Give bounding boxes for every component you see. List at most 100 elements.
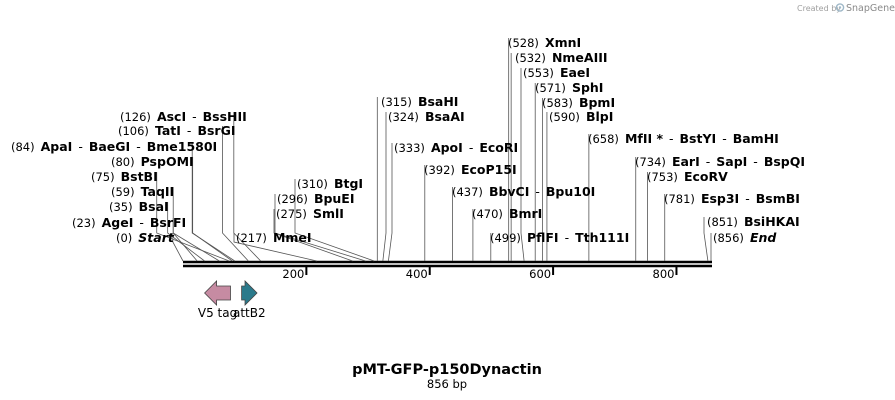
restriction-site: (275) SmlI bbox=[276, 206, 344, 221]
enzyme-name: BsaAI bbox=[425, 109, 465, 124]
restriction-site: (35) BsaI bbox=[109, 199, 169, 214]
enzyme-name: BspQI bbox=[764, 154, 805, 169]
site-connector bbox=[233, 233, 317, 262]
enzyme-name: BmrI bbox=[509, 206, 542, 221]
site-connector bbox=[520, 68, 525, 262]
site-position: (23) bbox=[72, 216, 96, 230]
site-position: (528) bbox=[508, 36, 539, 50]
site-position: (532) bbox=[515, 51, 546, 65]
enzyme-name: SphI bbox=[572, 80, 604, 95]
enzyme-name: BamHI bbox=[733, 131, 779, 146]
forward-feature-arrow-icon bbox=[241, 280, 258, 306]
restriction-site: (217) MmeI bbox=[236, 230, 312, 245]
enzyme-name: EaeI bbox=[560, 65, 590, 80]
site-connectors bbox=[156, 38, 712, 262]
site-connector bbox=[294, 179, 375, 262]
restriction-site: (781) Esp3I - BsmBI bbox=[664, 191, 800, 206]
snapgene-logo-icon bbox=[835, 3, 845, 12]
enzyme-name: BsrFI bbox=[150, 215, 186, 230]
site-position: (437) bbox=[452, 185, 483, 199]
enzyme-name: AgeI bbox=[102, 215, 134, 230]
axis-ticks: 200 400 600 800 bbox=[282, 267, 678, 281]
site-position: (84) bbox=[11, 140, 35, 154]
enzyme-name: XmnI bbox=[545, 35, 581, 50]
reverse-feature-arrow-icon bbox=[204, 280, 231, 306]
name-separator: - bbox=[706, 154, 711, 169]
site-position: (658) bbox=[588, 132, 619, 146]
enzyme-name: BpuEI bbox=[314, 191, 355, 206]
restriction-site: (80) PspOMI bbox=[111, 154, 194, 169]
enzyme-name: BsrGI bbox=[197, 123, 235, 138]
enzyme-name: AscI bbox=[157, 109, 186, 124]
plasmid-length: 856 bp bbox=[427, 377, 467, 391]
site-connector bbox=[167, 202, 205, 262]
snapgene-brand: SnapGene bbox=[846, 3, 895, 14]
site-position: (590) bbox=[549, 110, 580, 124]
feature-label: attB2 bbox=[233, 306, 266, 320]
restriction-site: (392) EcoP15I bbox=[424, 162, 517, 177]
enzyme-name: BsiHKAI bbox=[744, 214, 800, 229]
feature-label: V5 tag bbox=[198, 306, 237, 320]
restriction-site: (583) BpmI bbox=[542, 95, 615, 110]
restriction-site: (553) EaeI bbox=[523, 65, 590, 80]
restriction-site: (324) BsaAI bbox=[388, 109, 465, 124]
site-position: (333) bbox=[394, 141, 425, 155]
site-position: (499) bbox=[490, 231, 521, 245]
site-position: (310) bbox=[297, 177, 328, 191]
name-separator: - bbox=[745, 191, 750, 206]
name-separator: - bbox=[78, 139, 83, 154]
restriction-site: (437) BbvCI - Bpu10I bbox=[452, 184, 595, 199]
restriction-site: (59) TaqII bbox=[111, 184, 174, 199]
enzyme-name: ApaI bbox=[41, 139, 73, 154]
enzyme-name: BpmI bbox=[579, 95, 615, 110]
enzyme-name: BaeGI bbox=[89, 139, 130, 154]
site-position: (35) bbox=[109, 200, 133, 214]
site-position: (315) bbox=[381, 95, 412, 109]
enzyme-name: ApoI bbox=[431, 140, 463, 155]
site-labels: (0) Start(23) AgeI - BsrFI(35) BsaI(59) TaqII(… bbox=[11, 35, 805, 245]
site-connector bbox=[156, 172, 230, 262]
site-position: (571) bbox=[535, 81, 566, 95]
site-position: (753) bbox=[647, 170, 678, 184]
site-position: (296) bbox=[277, 192, 308, 206]
enzyme-name: MmeI bbox=[273, 230, 312, 245]
name-separator: - bbox=[535, 184, 540, 199]
restriction-site: (23) AgeI - BsrFI bbox=[72, 215, 186, 230]
enzyme-name: SmlI bbox=[313, 206, 344, 221]
enzyme-name: BsaHI bbox=[418, 94, 459, 109]
name-separator: - bbox=[753, 154, 758, 169]
site-connector bbox=[273, 209, 353, 262]
site-position: (781) bbox=[664, 192, 695, 206]
name-separator: - bbox=[469, 140, 474, 155]
tick-label: 200 bbox=[282, 267, 304, 281]
site-position: (583) bbox=[542, 96, 573, 110]
site-position: (470) bbox=[472, 207, 503, 221]
site-connector bbox=[191, 142, 236, 262]
restriction-site: (75) BstBI bbox=[91, 169, 158, 184]
site-position: (126) bbox=[120, 110, 151, 124]
restriction-site: (528) XmnI bbox=[508, 35, 581, 50]
restriction-site: (470) BmrI bbox=[472, 206, 542, 221]
site-position: (324) bbox=[388, 110, 419, 124]
restriction-site: (532) NmeAIII bbox=[515, 50, 608, 65]
enzyme-name: BsaI bbox=[139, 199, 169, 214]
enzyme-name: EcoRV bbox=[684, 169, 728, 184]
site-position: (734) bbox=[635, 155, 666, 169]
site-position: (851) bbox=[707, 215, 738, 229]
restriction-site: (499) PflFI - Tth111I bbox=[490, 230, 629, 245]
enzyme-name: BbvCI bbox=[489, 184, 529, 199]
site-position: (856) bbox=[713, 231, 744, 245]
restriction-site: (734) EarI - SapI - BspQI bbox=[635, 154, 805, 169]
restriction-site: (106) TatI - BsrGI bbox=[118, 123, 235, 138]
site-position: (106) bbox=[118, 124, 149, 138]
site-connector bbox=[382, 112, 387, 262]
site-position: (75) bbox=[91, 170, 115, 184]
site-position: (217) bbox=[236, 231, 267, 245]
tick-label: 400 bbox=[406, 267, 428, 281]
name-separator: - bbox=[192, 109, 197, 124]
name-separator: - bbox=[565, 230, 570, 245]
restriction-site: (0) Start bbox=[116, 230, 175, 245]
enzyme-name: SapI bbox=[716, 154, 747, 169]
enzyme-name: EcoP15I bbox=[461, 162, 517, 177]
